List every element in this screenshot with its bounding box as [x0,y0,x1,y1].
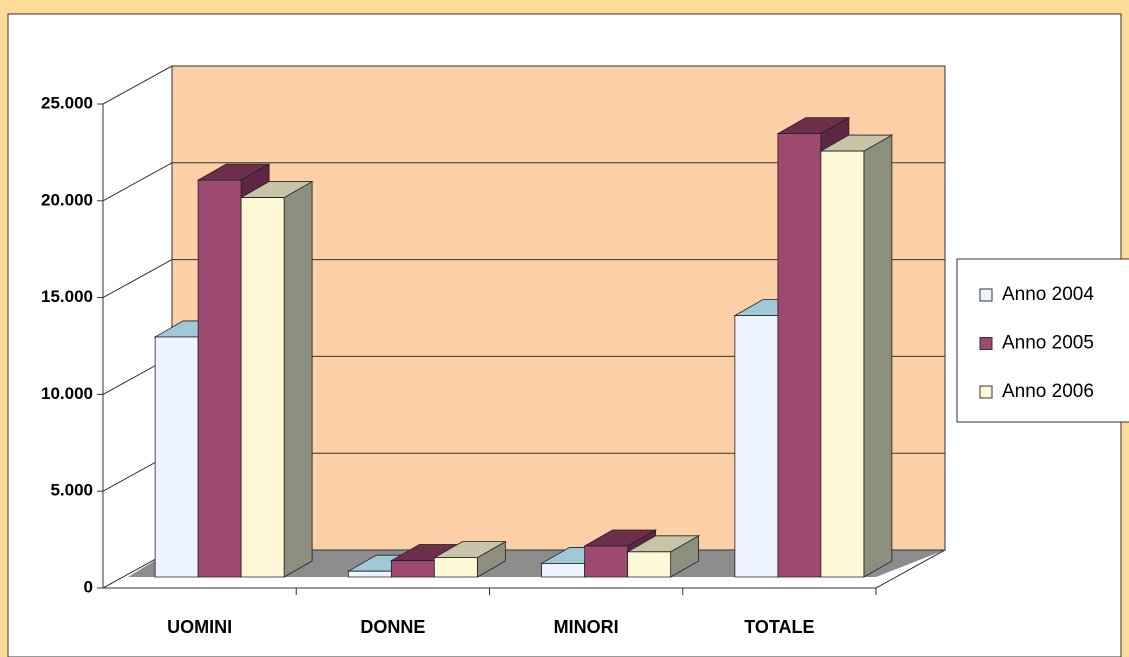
bar-front [154,336,199,578]
grid-line [102,65,173,105]
x-tick-label: UOMINI [167,617,232,637]
x-tick-label: DONNE [360,617,425,637]
bar-side [283,180,313,578]
bar-front [240,197,285,578]
x-axis-depth [875,549,946,589]
legend-label: Anno 2006 [1002,381,1094,402]
bar-front [433,557,478,578]
x-tick-label: TOTALE [744,617,814,637]
bar [239,180,314,578]
y-tick-label: 10.000 [41,384,93,403]
bar [432,540,507,578]
bar-front [541,563,586,578]
bar-front [627,551,672,578]
legend-swatch [979,337,993,350]
bar [626,535,701,578]
legend-label: Anno 2004 [1002,284,1094,305]
grid-line [102,259,173,299]
bar-front [347,570,392,578]
bar-front [734,315,779,578]
bar-front [777,133,822,578]
legend-swatch [979,385,993,399]
y-tick-label: 0 [84,577,93,596]
legend-label: Anno 2005 [1002,333,1094,354]
grid-line [102,162,173,202]
y-tick-label: 20.000 [41,190,93,209]
x-tick-label: MINORI [554,617,619,637]
bar-side [863,134,893,578]
legend-swatch [979,288,993,302]
bar-front [197,179,242,578]
bar [819,134,894,578]
bar-front [820,150,865,578]
y-tick-label: 15.000 [41,287,93,306]
bar-front [390,560,435,578]
bar-front [584,545,629,578]
y-tick-label: 5.000 [50,481,93,500]
y-tick-label: 25.000 [41,93,93,112]
